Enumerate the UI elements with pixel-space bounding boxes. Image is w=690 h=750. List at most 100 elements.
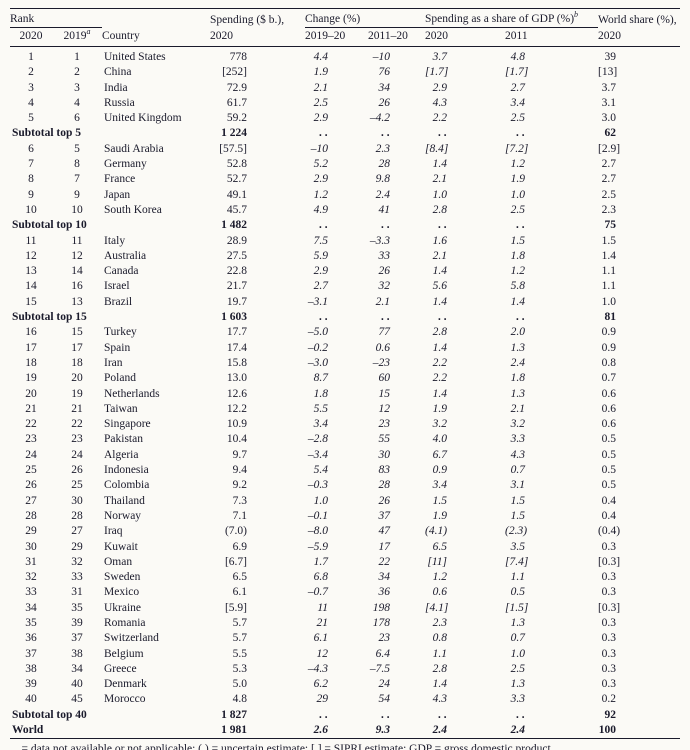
- spending-cell: 28.9: [226, 234, 247, 247]
- rank-2019-cell: 30: [71, 494, 83, 507]
- change-2019-20-header: 2019–20: [305, 27, 368, 47]
- world-share-cell: 0.6: [601, 402, 617, 415]
- change-2011-20-cell: 6.4: [375, 647, 390, 660]
- spending-cell: 21.7: [226, 280, 247, 293]
- spending-cell: 52.7: [226, 173, 247, 186]
- rank-2020-cell: 22: [25, 418, 37, 431]
- world-share-cell: 1.0: [601, 295, 617, 308]
- gdp-share-2011-cell: 1.8: [510, 372, 526, 385]
- world-share-cell: 1.5: [601, 234, 617, 247]
- rank-2020-cell: 32: [25, 571, 37, 584]
- rank-2019-cell: 45: [71, 693, 83, 706]
- gdp-share-2020-cell: 2.9: [432, 81, 447, 94]
- gdp-share-2011-cell: 2.5: [510, 112, 526, 125]
- world-share-cell: 2.3: [601, 203, 617, 216]
- change-2011-20-cell: –4.2: [369, 112, 390, 125]
- change-2011-20-cell: 9.3: [375, 724, 390, 737]
- country-row: 13 14 Canada 22.8 2.9 26 1.4 1.2 1.1: [10, 264, 680, 279]
- country-cell: Iran: [104, 356, 123, 369]
- world-share-cell: 0.4: [601, 494, 617, 507]
- subtotal-row: Subtotal top 40 1 827 . . . . . . . . 92: [10, 708, 680, 723]
- gdp-share-2011-cell: 3.1: [510, 479, 526, 492]
- country-cell: Saudi Arabia: [104, 142, 164, 155]
- world-share-cell: 0.3: [601, 662, 617, 675]
- rank-2020-header: 2020: [10, 27, 52, 47]
- rank-2020-cell: 11: [25, 234, 37, 247]
- rank-2020-cell: 40: [25, 693, 37, 706]
- rank-2019-cell: 39: [71, 616, 83, 629]
- change-2011-20-cell: 41: [378, 203, 391, 216]
- rank-2020-cell: 38: [25, 662, 37, 675]
- rank-2019-cell: 28: [71, 509, 83, 522]
- gdp-share-group-header: Spending as a share of GDP (%)b: [425, 8, 599, 28]
- spending-cell: 778: [229, 51, 247, 63]
- gdp-share-2020-cell: [1.7]: [425, 66, 449, 79]
- change-2019-20-cell: 7.5: [313, 234, 328, 247]
- country-group-spacer: [102, 9, 210, 28]
- rank-2019-cell: 2: [74, 66, 80, 79]
- gdp-share-2020-cell: 2.4: [432, 724, 447, 737]
- gdp-share-2020-cell: 2.2: [432, 372, 447, 385]
- gdp-share-2011-cell: 1.3: [510, 387, 526, 400]
- rank-2020-cell: 29: [25, 525, 37, 538]
- world-share-cell: 0.9: [601, 326, 617, 339]
- gdp-share-2020-cell: 1.4: [432, 678, 447, 691]
- world-share-cell: [0.3]: [598, 601, 621, 614]
- gdp-share-2020-cell: 2.8: [432, 203, 447, 216]
- country-cell: Israel: [104, 280, 130, 293]
- spending-cell: 17.7: [226, 326, 247, 339]
- change-2011-20-cell: 60: [378, 372, 391, 385]
- country-row: 14 16 Israel 21.7 2.7 32 5.6 5.8 1.1: [10, 279, 680, 294]
- spending-cell: 9.7: [232, 448, 247, 461]
- rank-2019-cell: 3: [74, 81, 80, 94]
- spending-cell: (7.0): [224, 525, 247, 538]
- change-2011-20-cell: 34: [378, 81, 391, 94]
- rank-2020-cell: 18: [25, 356, 37, 369]
- rank-2020-cell: 4: [28, 96, 34, 109]
- rank-2019-cell: 40: [71, 678, 83, 691]
- world-share-cell: 100: [598, 724, 617, 737]
- country-header: Country: [102, 27, 210, 47]
- spending-cell: [57.5]: [219, 142, 247, 155]
- spending-cell: [5.9]: [224, 601, 247, 614]
- country-cell: Brazil: [104, 295, 133, 308]
- change-2019-20-cell: 1.8: [313, 387, 328, 400]
- rank-2019-cell: 20: [71, 372, 83, 385]
- change-2019-20-cell: 8.7: [313, 372, 328, 385]
- gdp-share-2011-cell: 1.4: [510, 295, 526, 308]
- world-share-cell: 1.1: [601, 265, 617, 278]
- change-2011-20-cell: 23: [378, 632, 391, 645]
- country-row: 36 37 Switzerland 5.7 6.1 23 0.8 0.7 0.3: [10, 631, 680, 646]
- change-2019-20-cell: 1.7: [313, 555, 328, 568]
- change-2011-20-cell: 76: [378, 66, 391, 79]
- world-share-cell: 1.1: [601, 280, 617, 293]
- rank-2019-cell: 25: [71, 479, 83, 492]
- rank-2020-cell: 5: [28, 112, 34, 125]
- change-2011-20-cell: 77: [378, 326, 391, 339]
- gdp-share-2020-cell: 1.0: [432, 188, 447, 201]
- change-2019-20-cell: 2.6: [313, 724, 328, 737]
- rank-2020-cell: 19: [25, 372, 37, 385]
- country-row: 32 33 Sweden 6.5 6.8 34 1.2 1.1 0.3: [10, 570, 680, 585]
- country-row: 34 35 Ukraine [5.9] 11 198 [4.1] [1.5] [0.3]: [10, 601, 680, 616]
- rank-2019-cell: 21: [71, 402, 83, 415]
- world-share-cell: (0.4): [598, 525, 621, 538]
- gdp-share-2020-cell: 2.3: [432, 616, 447, 629]
- spending-cell: 5.3: [232, 662, 247, 675]
- change-2011-20-cell: 34: [378, 571, 391, 584]
- change-2011-20-cell: 2.3: [375, 142, 390, 155]
- country-row: 27 30 Thailand 7.3 1.0 26 1.5 1.5 0.4: [10, 494, 680, 509]
- country-cell: India: [104, 81, 128, 94]
- gdp-share-2020-cell: 2.8: [432, 326, 447, 339]
- gdp-share-2011-cell: 1.9: [510, 173, 526, 186]
- world-share-cell: 3.7: [601, 81, 617, 94]
- country-row: 39 40 Denmark 5.0 6.2 24 1.4 1.3 0.3: [10, 677, 680, 692]
- change-2011-20-header: 2011–20: [368, 27, 425, 47]
- gdp-share-2011-cell: 0.7: [510, 632, 526, 645]
- spending-cell: 6.1: [232, 586, 247, 599]
- country-cell: Russia: [104, 96, 135, 109]
- change-2019-20-cell: 2.9: [313, 112, 328, 125]
- spending-cell: 15.8: [226, 356, 247, 369]
- country-cell: Netherlands: [104, 387, 160, 400]
- spending-cell: 22.8: [226, 265, 247, 278]
